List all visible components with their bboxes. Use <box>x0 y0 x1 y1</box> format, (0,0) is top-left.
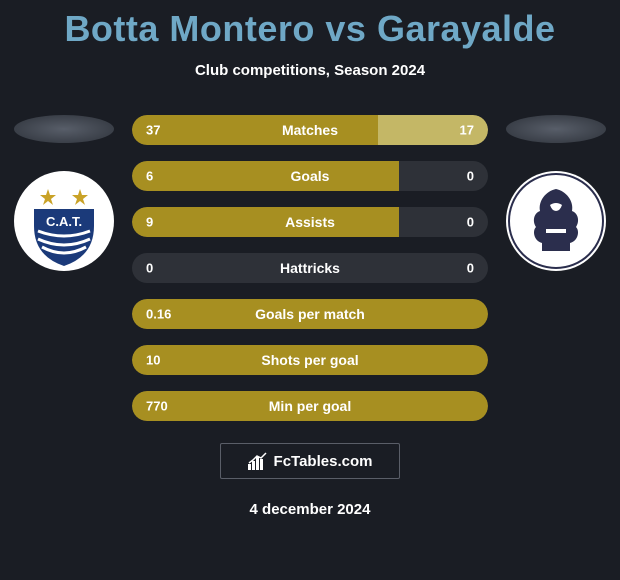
stat-row: 770 Min per goal <box>132 391 488 421</box>
avatar <box>14 115 114 143</box>
team-badge-right <box>506 171 606 271</box>
chart-icon <box>248 452 268 470</box>
stat-bar-left <box>132 115 378 145</box>
stat-value-right: 0 <box>467 215 474 230</box>
stat-label: Min per goal <box>269 398 351 414</box>
svg-text:C.A.T.: C.A.T. <box>46 214 82 229</box>
stat-value-left: 6 <box>146 169 153 184</box>
stat-value-left: 0.16 <box>146 307 171 322</box>
stat-value-left: 37 <box>146 123 160 138</box>
stat-label: Shots per goal <box>261 352 358 368</box>
stat-value-right: 17 <box>460 123 474 138</box>
stat-value-left: 10 <box>146 353 160 368</box>
right-player-col <box>506 115 606 271</box>
page-title: Botta Montero vs Garayalde <box>0 8 620 50</box>
stat-row: 10 Shots per goal <box>132 345 488 375</box>
stat-bar-left <box>132 161 399 191</box>
team-badge-left: C.A.T. <box>14 171 114 271</box>
stat-label: Goals per match <box>255 306 365 322</box>
stat-row: 0.16 Goals per match <box>132 299 488 329</box>
stat-value-left: 0 <box>146 261 153 276</box>
stat-label: Matches <box>282 122 338 138</box>
stat-row: 37 Matches 17 <box>132 115 488 145</box>
brand-text: FcTables.com <box>274 453 373 470</box>
stat-label: Hattricks <box>280 260 340 276</box>
stat-value-left: 770 <box>146 399 168 414</box>
stat-row: 0 Hattricks 0 <box>132 253 488 283</box>
avatar <box>506 115 606 143</box>
generation-date: 4 december 2024 <box>0 501 620 518</box>
stat-label: Goals <box>291 168 330 184</box>
left-player-col: C.A.T. <box>14 115 114 271</box>
stats-column: 37 Matches 17 6 Goals 0 9 Assists 0 0 Hattricks 0 0.… <box>132 115 488 421</box>
stat-value-right: 0 <box>467 261 474 276</box>
stat-value-left: 9 <box>146 215 153 230</box>
stat-label: Assists <box>285 214 335 230</box>
stat-value-right: 0 <box>467 169 474 184</box>
comparison-panel: C.A.T. 37 Matches 17 6 Goals 0 9 Assists 0 0 Hattr… <box>0 115 620 421</box>
stat-row: 9 Assists 0 <box>132 207 488 237</box>
stat-bar-left <box>132 207 399 237</box>
page-subtitle: Club competitions, Season 2024 <box>0 62 620 79</box>
stat-row: 6 Goals 0 <box>132 161 488 191</box>
brand-badge: FcTables.com <box>220 443 400 479</box>
